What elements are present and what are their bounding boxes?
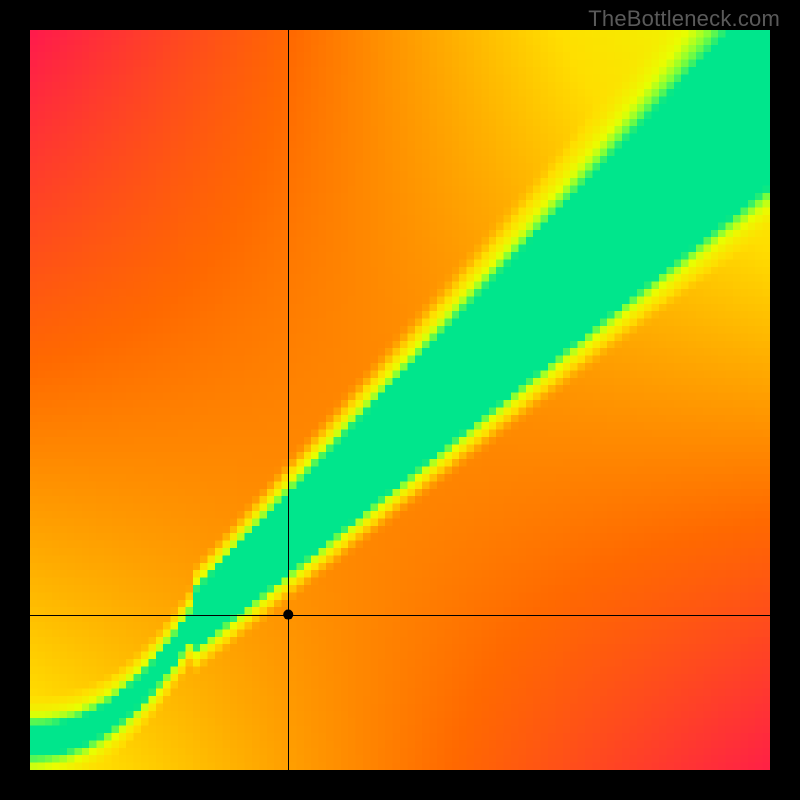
chart-container: TheBottleneck.com (0, 0, 800, 800)
watermark-text: TheBottleneck.com (588, 6, 780, 32)
crosshair-overlay (30, 30, 770, 770)
